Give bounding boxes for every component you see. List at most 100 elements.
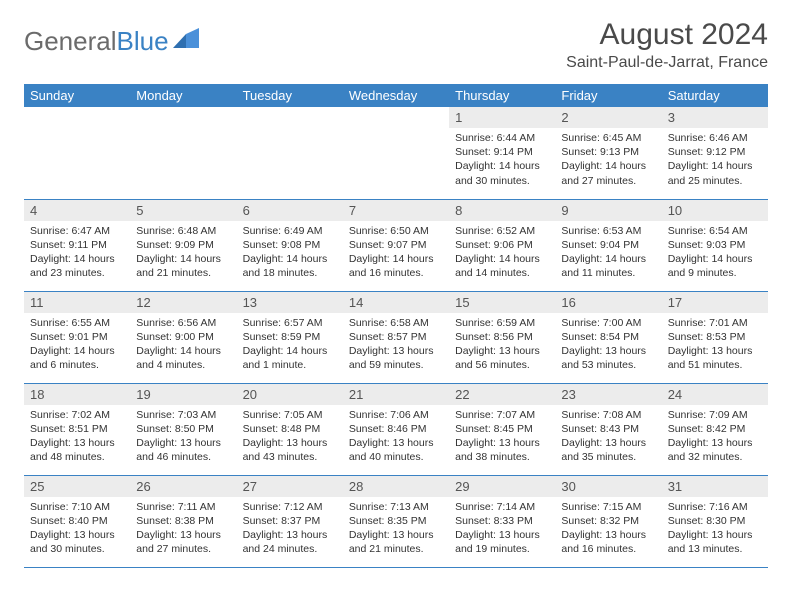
sunset-label: Sunset: (30, 239, 69, 251)
sunrise-value: 6:57 AM (284, 317, 323, 329)
day-number: 4 (24, 200, 130, 221)
daylight-label: Daylight: (455, 345, 499, 357)
sunset-value: 9:01 PM (69, 331, 108, 343)
sunrise-value: 7:03 AM (178, 409, 217, 421)
sunrise-value: 7:14 AM (497, 501, 536, 513)
day-info: Sunrise: 6:44 AMSunset: 9:14 PMDaylight:… (449, 128, 555, 192)
sunset-label: Sunset: (455, 515, 494, 527)
day-info: Sunrise: 7:06 AMSunset: 8:46 PMDaylight:… (343, 405, 449, 469)
day-info: Sunrise: 7:16 AMSunset: 8:30 PMDaylight:… (662, 497, 768, 561)
page-title: August 2024 (566, 18, 768, 52)
sunset-label: Sunset: (243, 515, 282, 527)
calendar-cell: 3Sunrise: 6:46 AMSunset: 9:12 PMDaylight… (662, 107, 768, 199)
sunrise-label: Sunrise: (561, 225, 602, 237)
daylight-label: Daylight: (136, 529, 180, 541)
col-monday: Monday (130, 84, 236, 107)
sunrise-label: Sunrise: (561, 132, 602, 144)
daylight-label: Daylight: (668, 160, 712, 172)
sunrise-value: 7:13 AM (390, 501, 429, 513)
sunset-value: 8:42 PM (706, 423, 745, 435)
calendar-cell (130, 107, 236, 199)
sunset-value: 8:40 PM (69, 515, 108, 527)
sunset-value: 9:14 PM (494, 146, 533, 158)
calendar-cell: 28Sunrise: 7:13 AMSunset: 8:35 PMDayligh… (343, 475, 449, 567)
sunset-value: 8:43 PM (600, 423, 639, 435)
calendar-cell (237, 107, 343, 199)
sunrise-label: Sunrise: (349, 225, 390, 237)
sunrise-value: 7:16 AM (709, 501, 748, 513)
daylight-label: Daylight: (243, 529, 287, 541)
sunset-value: 9:00 PM (175, 331, 214, 343)
sunset-label: Sunset: (136, 239, 175, 251)
brand-logo: GeneralBlue (24, 18, 199, 59)
day-number: 8 (449, 200, 555, 221)
sunset-value: 8:30 PM (706, 515, 745, 527)
day-number: 29 (449, 476, 555, 497)
day-number: 6 (237, 200, 343, 221)
sunrise-label: Sunrise: (30, 225, 71, 237)
day-info: Sunrise: 6:57 AMSunset: 8:59 PMDaylight:… (237, 313, 343, 377)
day-info: Sunrise: 6:50 AMSunset: 9:07 PMDaylight:… (343, 221, 449, 285)
sunset-value: 9:06 PM (494, 239, 533, 251)
day-info: Sunrise: 6:46 AMSunset: 9:12 PMDaylight:… (662, 128, 768, 192)
sunrise-label: Sunrise: (668, 132, 709, 144)
day-info: Sunrise: 7:15 AMSunset: 8:32 PMDaylight:… (555, 497, 661, 561)
calendar-cell: 21Sunrise: 7:06 AMSunset: 8:46 PMDayligh… (343, 383, 449, 475)
calendar-cell: 10Sunrise: 6:54 AMSunset: 9:03 PMDayligh… (662, 199, 768, 291)
daylight-label: Daylight: (243, 437, 287, 449)
daylight-label: Daylight: (561, 253, 605, 265)
sunset-label: Sunset: (668, 515, 707, 527)
sunrise-label: Sunrise: (30, 317, 71, 329)
calendar-body: 1Sunrise: 6:44 AMSunset: 9:14 PMDaylight… (24, 107, 768, 567)
calendar-cell: 25Sunrise: 7:10 AMSunset: 8:40 PMDayligh… (24, 475, 130, 567)
day-number: 11 (24, 292, 130, 313)
sunset-value: 8:50 PM (175, 423, 214, 435)
sunrise-value: 6:55 AM (71, 317, 110, 329)
sunrise-label: Sunrise: (30, 501, 71, 513)
sunrise-value: 7:07 AM (497, 409, 536, 421)
sunset-label: Sunset: (243, 331, 282, 343)
day-info: Sunrise: 7:12 AMSunset: 8:37 PMDaylight:… (237, 497, 343, 561)
sunrise-value: 6:59 AM (497, 317, 536, 329)
sunrise-label: Sunrise: (455, 501, 496, 513)
sunset-value: 9:07 PM (387, 239, 426, 251)
daylight-label: Daylight: (561, 437, 605, 449)
calendar-cell: 11Sunrise: 6:55 AMSunset: 9:01 PMDayligh… (24, 291, 130, 383)
day-number: 20 (237, 384, 343, 405)
day-info: Sunrise: 7:05 AMSunset: 8:48 PMDaylight:… (237, 405, 343, 469)
day-number: 24 (662, 384, 768, 405)
calendar-row: 1Sunrise: 6:44 AMSunset: 9:14 PMDaylight… (24, 107, 768, 199)
sunrise-label: Sunrise: (455, 317, 496, 329)
sunrise-value: 6:48 AM (178, 225, 217, 237)
sunset-label: Sunset: (561, 515, 600, 527)
day-number: 14 (343, 292, 449, 313)
title-block: August 2024 Saint-Paul-de-Jarrat, France (566, 18, 768, 72)
daylight-label: Daylight: (561, 160, 605, 172)
day-number: 25 (24, 476, 130, 497)
day-info: Sunrise: 7:01 AMSunset: 8:53 PMDaylight:… (662, 313, 768, 377)
sunset-value: 8:35 PM (387, 515, 426, 527)
sunset-label: Sunset: (243, 423, 282, 435)
day-number: 5 (130, 200, 236, 221)
calendar-cell: 27Sunrise: 7:12 AMSunset: 8:37 PMDayligh… (237, 475, 343, 567)
day-number: 30 (555, 476, 661, 497)
calendar-cell: 19Sunrise: 7:03 AMSunset: 8:50 PMDayligh… (130, 383, 236, 475)
day-info: Sunrise: 6:45 AMSunset: 9:13 PMDaylight:… (555, 128, 661, 192)
daylight-label: Daylight: (455, 253, 499, 265)
sunset-value: 8:37 PM (281, 515, 320, 527)
daylight-label: Daylight: (455, 529, 499, 541)
sunrise-label: Sunrise: (243, 317, 284, 329)
sunset-label: Sunset: (455, 423, 494, 435)
calendar-cell: 5Sunrise: 6:48 AMSunset: 9:09 PMDaylight… (130, 199, 236, 291)
calendar-row: 11Sunrise: 6:55 AMSunset: 9:01 PMDayligh… (24, 291, 768, 383)
day-number: 17 (662, 292, 768, 313)
calendar-cell: 20Sunrise: 7:05 AMSunset: 8:48 PMDayligh… (237, 383, 343, 475)
day-info: Sunrise: 6:52 AMSunset: 9:06 PMDaylight:… (449, 221, 555, 285)
sunset-label: Sunset: (561, 146, 600, 158)
day-info: Sunrise: 7:07 AMSunset: 8:45 PMDaylight:… (449, 405, 555, 469)
calendar-cell: 16Sunrise: 7:00 AMSunset: 8:54 PMDayligh… (555, 291, 661, 383)
daylight-label: Daylight: (30, 437, 74, 449)
daylight-label: Daylight: (136, 437, 180, 449)
daylight-label: Daylight: (668, 437, 712, 449)
sunset-label: Sunset: (30, 331, 69, 343)
